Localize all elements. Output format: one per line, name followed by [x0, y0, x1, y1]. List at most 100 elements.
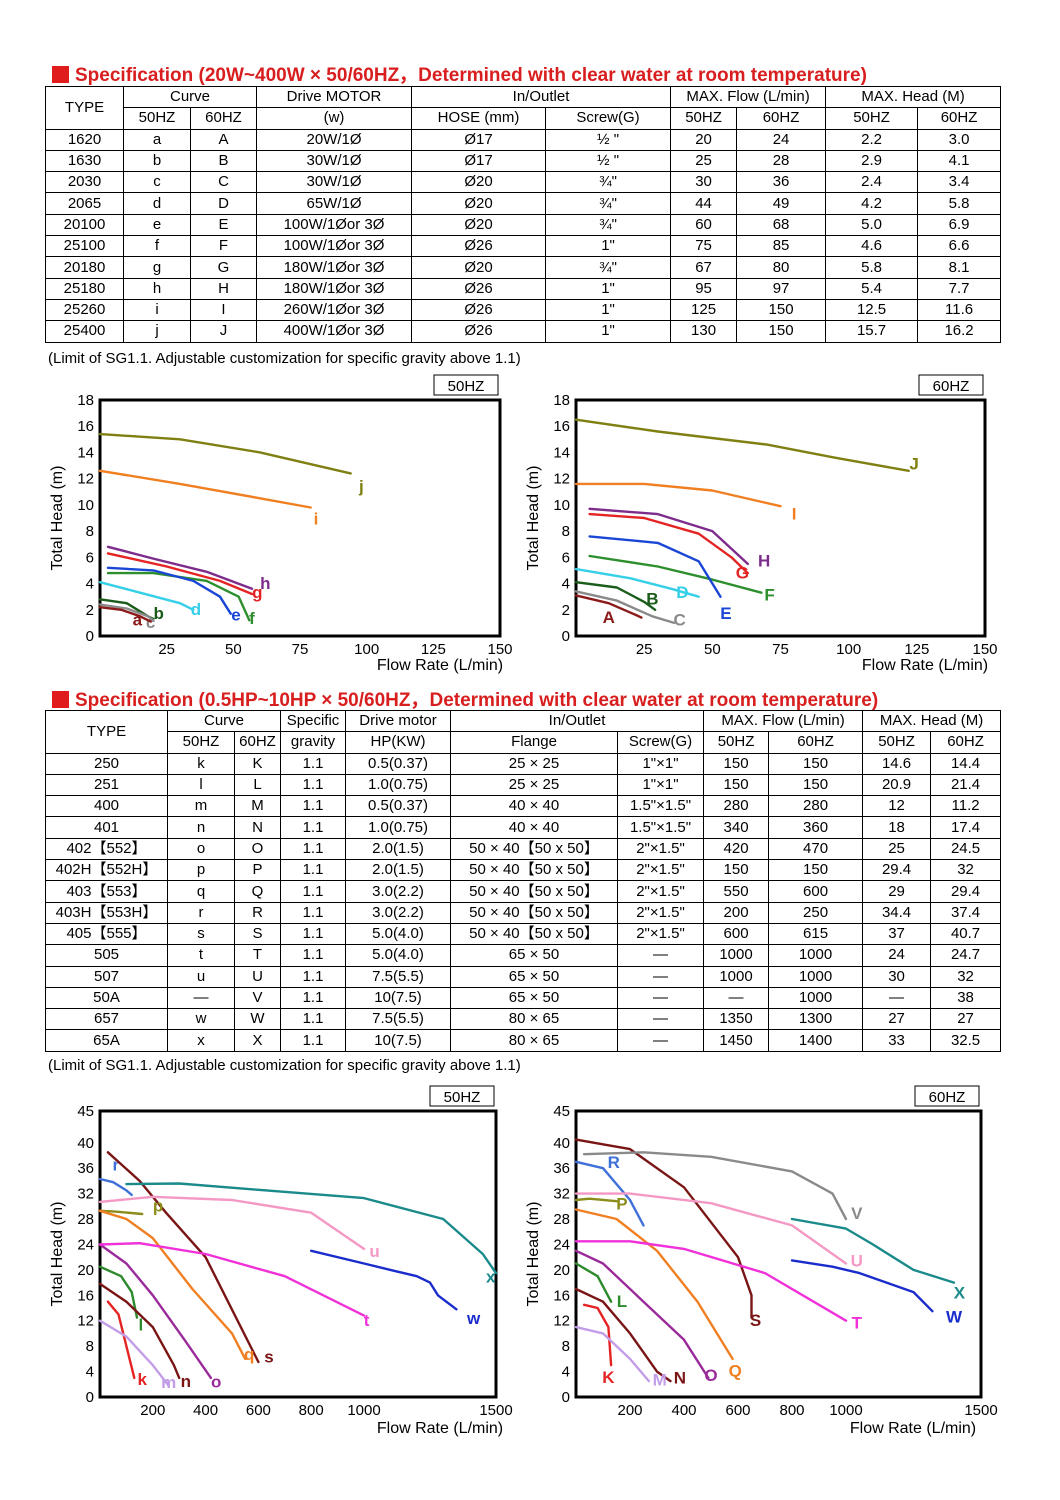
- table-cell: 1.1: [280, 1029, 347, 1052]
- y-tick-label: 28: [77, 1211, 94, 1228]
- section1-title: Specification (20W~400W × 50/60HZ，Determ…: [52, 60, 867, 87]
- curve-label-K: K: [602, 1368, 615, 1387]
- table-row: 405【555】 s S 1.1 5.0(4.0) 50 × 40【50 x 50】 2"×…: [45, 922, 1002, 946]
- y-tick-label: 32: [553, 1186, 570, 1203]
- red-square-icon: [52, 691, 69, 708]
- table-cell: 1000: [768, 944, 864, 967]
- curve-line-e: [106, 566, 232, 615]
- curve-label-Q: Q: [729, 1362, 742, 1381]
- y-tick-label: 6: [562, 549, 570, 566]
- chart-title-box: [429, 1085, 495, 1107]
- table-cell: 5.4: [825, 277, 919, 300]
- table-cell: x: [167, 1029, 235, 1052]
- table-cell: 1.1: [280, 837, 347, 861]
- table-cell: Ø17: [411, 128, 547, 151]
- table-cell: 1000: [768, 965, 864, 988]
- chart-title: 60HZ: [929, 1089, 966, 1106]
- curve-line-k: [106, 1300, 136, 1380]
- curve-label-i: i: [314, 510, 319, 529]
- table-cell: 24.7: [930, 944, 1002, 967]
- curve-label-W: W: [946, 1308, 963, 1327]
- curve-label-q: q: [244, 1345, 254, 1364]
- table-row: 25260 i I 260W/1Øor 3Ø Ø26 1" 125 150 12.5 11.6: [45, 298, 1002, 322]
- curve-label-x: x: [486, 1268, 496, 1287]
- table-cell: 5.0(4.0): [345, 944, 452, 967]
- table-row: 2065 d D 65W/1Ø Ø20 ¾" 44 49 4.2 5.8: [45, 192, 1002, 215]
- table-cell: 29: [862, 880, 932, 903]
- y-tick-label: 16: [553, 1287, 570, 1304]
- x-tick-label: 1000: [347, 1402, 380, 1419]
- table-cell: 10(7.5): [345, 1029, 452, 1052]
- curve-line-a: [98, 606, 152, 623]
- table-cell: j: [123, 320, 191, 343]
- curve-label-j: j: [358, 477, 364, 496]
- table-cell: 65W/1Ø: [256, 192, 413, 215]
- y-axis-label: Total Head (m): [49, 1202, 66, 1307]
- y-tick-label: 10: [77, 497, 94, 514]
- curve-label-C: C: [673, 611, 685, 630]
- table-cell: 2.2: [825, 128, 919, 151]
- table-row: 657 w W 1.1 7.5(5.5) 80 × 65—1350 1300 27 27: [45, 1008, 1002, 1031]
- x-tick-label: 1500: [479, 1402, 512, 1419]
- table-cell: 600: [768, 880, 864, 903]
- x-tick-label: 800: [779, 1402, 804, 1419]
- section2-note: (Limit of SG1.1. Adjustable customizatio…: [48, 1057, 521, 1074]
- curve-label-g: g: [252, 583, 262, 602]
- x-tick-label: 100: [836, 641, 861, 658]
- curve-line-C: [574, 590, 676, 625]
- curve-line-q: [98, 1209, 247, 1361]
- curve-label-G: G: [736, 563, 749, 582]
- table-cell: 1000: [703, 965, 770, 988]
- curve-label-D: D: [676, 583, 688, 602]
- curve-label-e: e: [231, 605, 240, 624]
- y-axis-label: Total Head (m): [525, 1202, 542, 1307]
- table-row: 25100 f F 100W/1Øor 3Ø Ø26 1" 75 85 4.6 6.6: [45, 235, 1002, 258]
- curve-label-p: p: [153, 1196, 163, 1215]
- x-tick-label: 50: [225, 641, 242, 658]
- curve-line-D: [574, 567, 700, 598]
- table-row: 20180 g G 180W/1Øor 3Ø Ø20 ¾" 67 80 5.8 8.1: [45, 256, 1002, 279]
- curve-label-B: B: [646, 590, 658, 609]
- curve-line-A: [574, 594, 643, 619]
- section2-title: Specification (0.5HP~10HP × 50/60HZ，Dete…: [52, 685, 878, 712]
- curve-label-N: N: [674, 1369, 686, 1388]
- y-tick-label: 18: [553, 392, 570, 409]
- table-cell: 3.0: [917, 128, 1002, 151]
- table-cell: 400W/1Øor 3Ø: [256, 320, 413, 343]
- table-row: 403H【553H】 r R 1.1 3.0(2.2) 50 × 40【50 x 50】 2…: [45, 901, 1002, 924]
- x-tick-label: 25: [158, 641, 175, 658]
- table-cell: 1.1: [280, 795, 347, 818]
- curve-line-g: [106, 552, 254, 596]
- table-cell: 1": [545, 320, 672, 343]
- x-tick-label: 400: [193, 1402, 218, 1419]
- x-tick-label: 75: [292, 641, 309, 658]
- table-cell: 1.0(0.75): [345, 773, 452, 797]
- table-cell: 402H【552H】: [45, 859, 168, 882]
- table-cell: W: [233, 1008, 282, 1031]
- table-cell: 1.1: [280, 773, 347, 797]
- red-square-icon: [52, 66, 69, 83]
- x-axis-label: Flow Rate (L/min): [850, 1420, 976, 1437]
- curve-line-W: [790, 1259, 934, 1313]
- y-tick-label: 45: [553, 1103, 570, 1120]
- curve-label-o: o: [211, 1372, 221, 1391]
- curve-line-x: [125, 1182, 498, 1275]
- table-cell: 180W/1Øor 3Ø: [256, 277, 413, 300]
- x-tick-label: 150: [972, 641, 997, 658]
- curve-label-J: J: [909, 454, 918, 473]
- curve-line-f: [106, 571, 251, 622]
- table-row: 20100 e E 100W/1Øor 3Ø Ø20 ¾" 60 68 5.0 6.9: [45, 213, 1002, 237]
- table-cell: 2.0(1.5): [345, 837, 452, 861]
- table-cell: 1.0(0.75): [345, 816, 452, 839]
- y-tick-label: 10: [553, 497, 570, 514]
- chart-frame: [98, 398, 502, 638]
- hz60-header: 60HZ: [189, 107, 258, 130]
- curve-label-P: P: [616, 1195, 627, 1214]
- table-cell: 600: [703, 922, 770, 946]
- y-tick-label: 0: [86, 1389, 94, 1406]
- table-cell: 24: [862, 944, 932, 967]
- chart-frame: [574, 398, 987, 638]
- table-row: 251 l L 1.1 1.0(0.75) 25 × 25 1"×1" 150 150 20.9 2…: [45, 773, 1002, 797]
- curve-line-U: [574, 1192, 848, 1265]
- y-tick-label: 16: [553, 418, 570, 435]
